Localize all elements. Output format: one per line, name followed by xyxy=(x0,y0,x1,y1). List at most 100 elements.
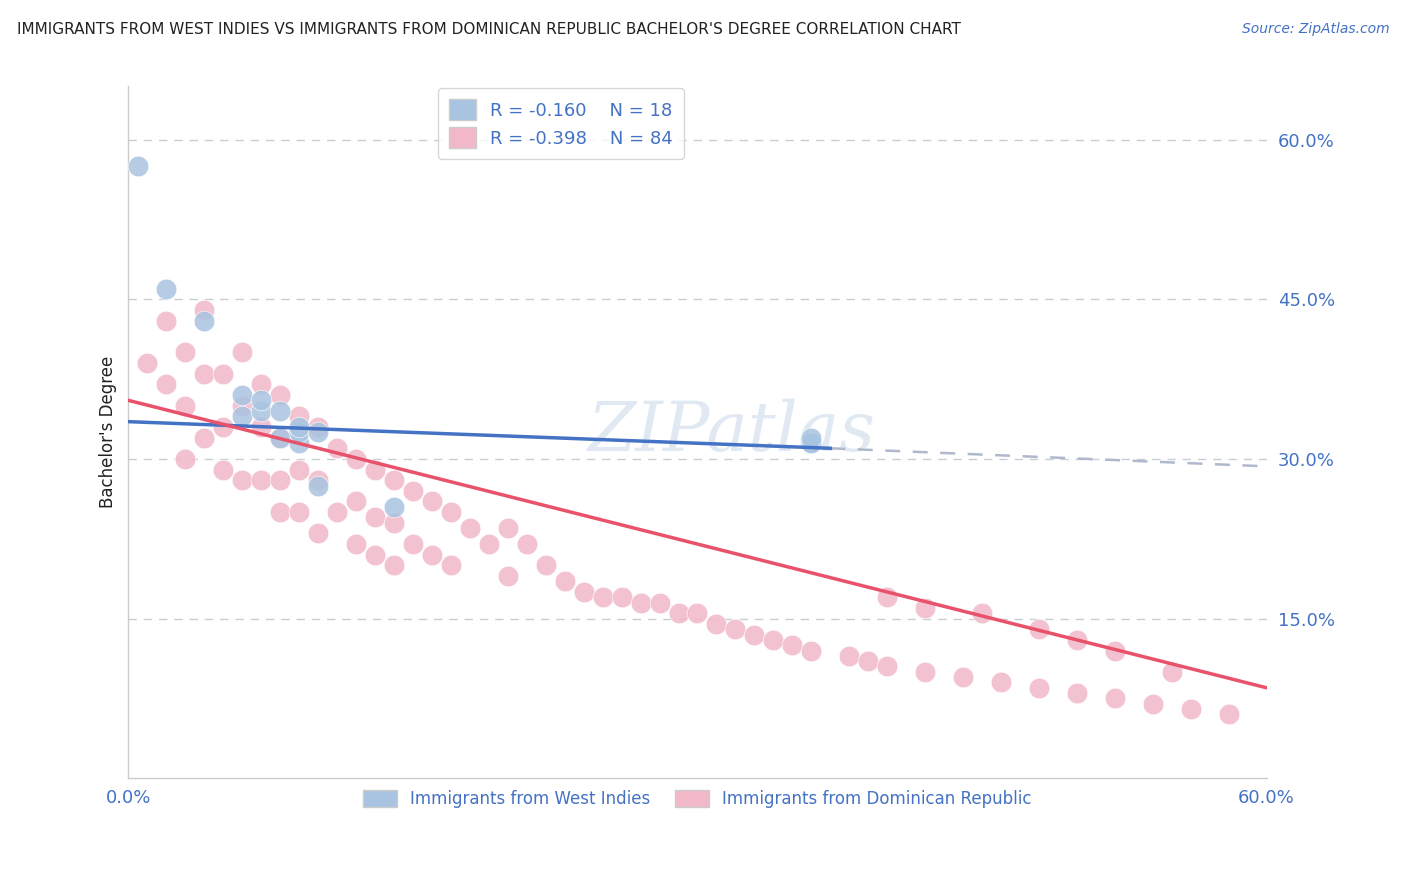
Point xyxy=(876,659,898,673)
Point xyxy=(1028,681,1050,695)
Point xyxy=(1066,632,1088,647)
Point xyxy=(231,388,253,402)
Point xyxy=(610,591,633,605)
Point xyxy=(269,473,291,487)
Point xyxy=(1218,707,1240,722)
Point xyxy=(534,558,557,573)
Point xyxy=(174,345,197,359)
Point xyxy=(402,537,425,551)
Point xyxy=(1066,686,1088,700)
Point xyxy=(838,648,860,663)
Point xyxy=(800,436,823,450)
Point xyxy=(496,569,519,583)
Point xyxy=(1028,622,1050,636)
Point xyxy=(307,420,329,434)
Text: Source: ZipAtlas.com: Source: ZipAtlas.com xyxy=(1241,22,1389,37)
Point xyxy=(193,313,215,327)
Point xyxy=(307,473,329,487)
Point xyxy=(212,462,235,476)
Point xyxy=(1104,643,1126,657)
Point xyxy=(990,675,1012,690)
Point xyxy=(288,420,311,434)
Point xyxy=(250,393,273,408)
Point xyxy=(212,367,235,381)
Point xyxy=(193,367,215,381)
Point xyxy=(496,521,519,535)
Point xyxy=(344,451,367,466)
Point xyxy=(382,516,405,530)
Point xyxy=(288,436,311,450)
Point xyxy=(744,627,766,641)
Point xyxy=(155,282,177,296)
Point xyxy=(762,632,785,647)
Point xyxy=(231,345,253,359)
Point xyxy=(231,409,253,424)
Point xyxy=(288,425,311,440)
Point xyxy=(458,521,481,535)
Point xyxy=(382,500,405,514)
Point xyxy=(420,494,443,508)
Point xyxy=(686,607,709,621)
Point xyxy=(288,462,311,476)
Point xyxy=(876,591,898,605)
Legend: Immigrants from West Indies, Immigrants from Dominican Republic: Immigrants from West Indies, Immigrants … xyxy=(357,783,1038,815)
Point xyxy=(307,425,329,440)
Point xyxy=(1104,691,1126,706)
Point xyxy=(193,431,215,445)
Point xyxy=(174,399,197,413)
Point xyxy=(155,313,177,327)
Point xyxy=(326,505,349,519)
Point xyxy=(592,591,614,605)
Point xyxy=(231,399,253,413)
Point xyxy=(382,558,405,573)
Point xyxy=(914,665,936,679)
Point xyxy=(706,616,728,631)
Point xyxy=(724,622,747,636)
Point xyxy=(914,601,936,615)
Point xyxy=(269,404,291,418)
Point xyxy=(630,596,652,610)
Point xyxy=(440,505,463,519)
Point xyxy=(326,442,349,456)
Text: ZIPatlas: ZIPatlas xyxy=(588,399,876,466)
Point xyxy=(572,585,595,599)
Point xyxy=(364,510,387,524)
Text: IMMIGRANTS FROM WEST INDIES VS IMMIGRANTS FROM DOMINICAN REPUBLIC BACHELOR'S DEG: IMMIGRANTS FROM WEST INDIES VS IMMIGRANT… xyxy=(17,22,960,37)
Point xyxy=(952,670,974,684)
Point xyxy=(344,537,367,551)
Point xyxy=(250,404,273,418)
Point xyxy=(344,494,367,508)
Point xyxy=(1142,697,1164,711)
Point xyxy=(269,388,291,402)
Point xyxy=(288,409,311,424)
Point xyxy=(782,638,804,652)
Point xyxy=(288,505,311,519)
Point xyxy=(127,159,149,173)
Point xyxy=(250,377,273,392)
Point xyxy=(668,607,690,621)
Point xyxy=(800,436,823,450)
Point xyxy=(648,596,671,610)
Point xyxy=(212,420,235,434)
Point xyxy=(231,473,253,487)
Point xyxy=(136,356,159,370)
Point xyxy=(402,483,425,498)
Point xyxy=(1160,665,1182,679)
Point xyxy=(478,537,501,551)
Point xyxy=(364,548,387,562)
Point xyxy=(382,473,405,487)
Point xyxy=(174,451,197,466)
Point xyxy=(858,654,880,668)
Point xyxy=(307,526,329,541)
Point xyxy=(269,431,291,445)
Point xyxy=(800,431,823,445)
Point xyxy=(364,462,387,476)
Y-axis label: Bachelor's Degree: Bachelor's Degree xyxy=(100,356,117,508)
Point xyxy=(800,643,823,657)
Point xyxy=(970,607,993,621)
Point xyxy=(250,473,273,487)
Point xyxy=(307,478,329,492)
Point xyxy=(193,302,215,317)
Point xyxy=(155,377,177,392)
Point xyxy=(420,548,443,562)
